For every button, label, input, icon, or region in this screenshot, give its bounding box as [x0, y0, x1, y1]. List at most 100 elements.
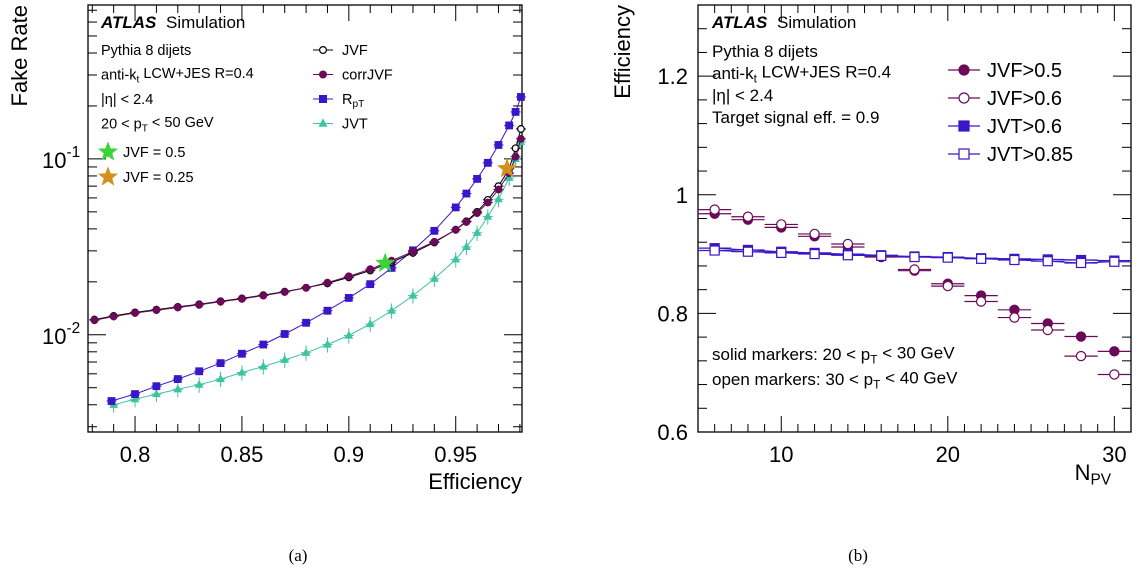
data-point-a	[451, 225, 460, 234]
y-axis-label-b: Efficiency	[610, 5, 635, 99]
x-tick-label-a: 0.8	[120, 442, 151, 467]
data-point-a	[173, 375, 182, 383]
legend-label-b: JVT>0.85	[987, 144, 1073, 166]
data-point-a	[259, 340, 268, 349]
data-point-a	[302, 318, 310, 327]
data-point-b	[709, 204, 720, 215]
x-tick-label-b: 30	[1102, 442, 1126, 467]
data-point-b	[842, 250, 853, 261]
data-point-a	[344, 272, 353, 281]
data-point-a	[473, 174, 482, 183]
data-point-a	[301, 347, 311, 356]
bottom-note-b: solid markers: 20 < pT < 30 GeV	[712, 343, 955, 366]
data-point-a	[173, 384, 183, 393]
data-point-b	[1109, 346, 1120, 357]
data-point-b	[876, 250, 887, 261]
data-point-a	[483, 158, 492, 167]
data-point-a	[323, 278, 332, 287]
x-axis-label-a: Efficiency	[428, 469, 522, 494]
y-tick-label-b: 1	[676, 183, 688, 208]
atlas-suffix-a: Simulation	[166, 13, 245, 32]
data-point-a	[280, 288, 289, 296]
data-point-a	[107, 397, 116, 405]
data-point-a	[344, 330, 354, 339]
data-point-b	[1075, 331, 1087, 342]
data-point-a	[483, 211, 493, 220]
plot-frame-a	[87, 4, 523, 433]
legend-label-b: JVF>0.5	[987, 60, 1062, 82]
data-point-a	[258, 361, 268, 370]
data-point-a	[152, 382, 161, 391]
note-b: Target signal eff. = 0.9	[712, 108, 879, 127]
data-point-a	[152, 306, 161, 315]
data-point-a	[238, 294, 246, 303]
data-point-a	[195, 300, 204, 309]
star-marker-a	[496, 157, 518, 178]
legend-marker-b	[958, 64, 970, 76]
data-point-a	[365, 319, 375, 328]
data-point-a	[344, 294, 353, 302]
y-tick-label-a: 10-1	[42, 144, 80, 173]
atlas-label-b: ATLAS	[711, 13, 768, 32]
atlas-label-a: ATLAS	[100, 13, 157, 32]
data-point-a	[238, 349, 246, 358]
data-point-a	[483, 198, 492, 207]
data-point-b	[776, 219, 787, 230]
data-point-a	[409, 247, 417, 256]
series-line-a	[111, 96, 522, 402]
legend-label-b: JVT>0.6	[987, 116, 1062, 138]
legend-marker-a	[318, 118, 328, 127]
legend-star-a	[97, 141, 119, 161]
data-point-a	[505, 121, 514, 130]
legend-label-a: corrJVF	[342, 68, 393, 84]
data-point-b	[1075, 350, 1087, 362]
data-point-a	[451, 203, 460, 212]
data-point-a	[517, 134, 525, 143]
data-point-b	[1042, 324, 1053, 336]
legend-star-a	[97, 166, 119, 186]
data-point-a	[451, 254, 461, 263]
data-point-b	[1042, 256, 1053, 267]
legend-label-a: JVT	[342, 117, 368, 133]
data-point-a	[130, 394, 140, 403]
bottom-note-b: open markers: 30 < pT < 40 GeV	[712, 368, 958, 391]
data-point-a	[387, 305, 396, 314]
data-point-b	[1109, 256, 1120, 267]
data-point-a	[237, 367, 247, 376]
data-point-a	[462, 189, 471, 198]
legend-marker-a	[319, 94, 328, 103]
y-tick-label-b: 1.2	[657, 64, 688, 89]
data-point-a	[473, 209, 482, 217]
x-axis-label-b: NPV	[1075, 460, 1112, 489]
y-axis-label-a: Fake Rate	[7, 5, 32, 107]
data-point-a	[494, 194, 503, 203]
x-tick-label-a: 0.9	[334, 442, 365, 467]
star-marker-a	[375, 252, 396, 272]
x-tick-label-a: 0.95	[434, 442, 477, 467]
note-b: Pythia 8 dijets	[712, 42, 818, 61]
y-tick-label-b: 0.6	[657, 420, 688, 445]
legend-label-b: JVF>0.6	[987, 88, 1062, 110]
data-point-a	[216, 374, 225, 383]
data-point-b	[976, 253, 987, 264]
note-a: |η| < 2.4	[101, 92, 153, 108]
series-line-a	[113, 141, 522, 406]
data-point-a	[216, 359, 225, 368]
data-point-a	[216, 297, 225, 306]
data-point-a	[90, 316, 99, 325]
data-point-b	[1009, 254, 1020, 266]
data-point-a	[109, 312, 118, 321]
data-point-a	[429, 273, 439, 282]
data-point-a	[517, 93, 525, 101]
legend-label-a: RpT	[342, 92, 364, 110]
data-point-a	[504, 172, 514, 181]
atlas-suffix-b: Simulation	[777, 13, 856, 32]
data-point-a	[323, 306, 332, 315]
data-point-a	[173, 303, 182, 312]
data-point-b	[942, 280, 954, 292]
note-b: |η| < 2.4	[712, 86, 773, 105]
x-tick-label-b: 10	[769, 442, 793, 467]
